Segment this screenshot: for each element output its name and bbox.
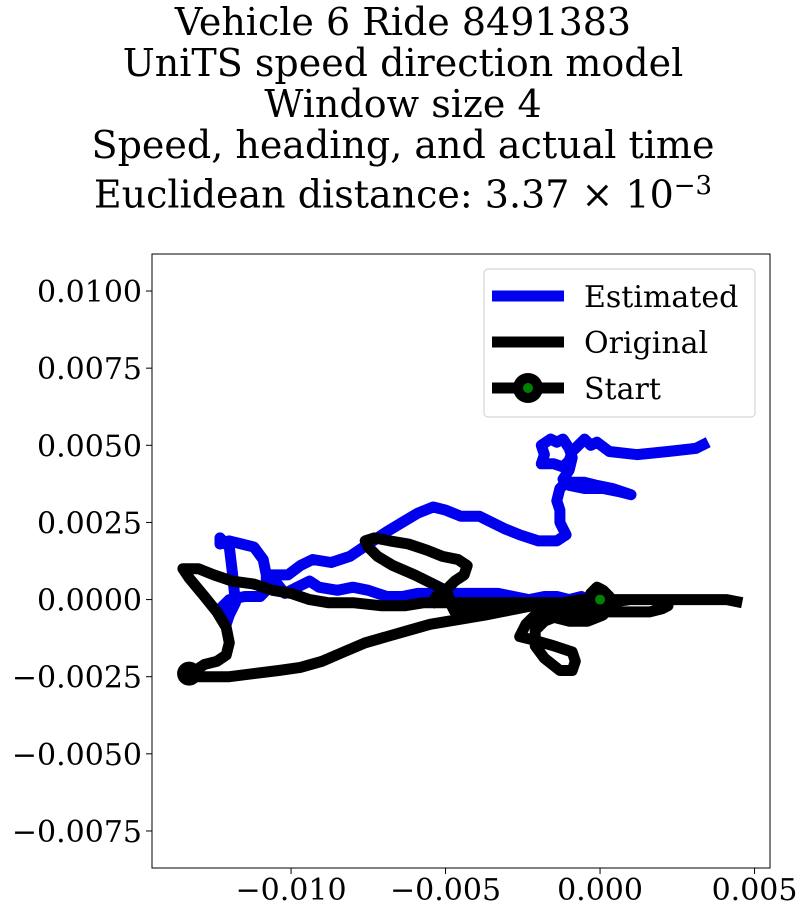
series-line-estimated bbox=[214, 433, 711, 630]
y-tick-label: 0.0025 bbox=[37, 506, 142, 541]
y-tick-label: −0.0025 bbox=[12, 661, 142, 696]
legend-item-estimated: Estimated bbox=[492, 280, 738, 315]
legend-item-original: Original bbox=[492, 326, 708, 361]
y-tick-label: 0.0100 bbox=[37, 275, 142, 310]
legend-item-start: Start bbox=[492, 372, 661, 407]
y-tick-label: 0.0075 bbox=[37, 352, 142, 387]
legend-label: Original bbox=[584, 326, 708, 361]
start-marker bbox=[588, 587, 613, 612]
x-tick-label: 0.000 bbox=[557, 873, 643, 908]
plot-frame bbox=[151, 253, 771, 869]
title-line-5: Euclidean distance: 3.37 × 10−3 bbox=[0, 166, 806, 216]
legend: Estimated Original Start bbox=[483, 268, 756, 418]
legend-label: Start bbox=[584, 372, 661, 407]
x-tick-label: −0.010 bbox=[236, 873, 347, 908]
y-tick-label: 0.0000 bbox=[37, 584, 142, 619]
x-tick-label: −0.005 bbox=[390, 873, 501, 908]
title-line-3: Window size 4 bbox=[264, 82, 542, 126]
series-line-original bbox=[177, 532, 744, 683]
y-tick-label: −0.0075 bbox=[12, 815, 142, 850]
title-line-2: UniTS speed direction model bbox=[122, 41, 684, 85]
title-distance-times: × bbox=[581, 172, 614, 217]
chart-title: Vehicle 6 Ride 8491383 UniTS speed direc… bbox=[0, 2, 806, 216]
title-distance-base: 10 bbox=[625, 172, 674, 217]
title-line-1: Vehicle 6 Ride 8491383 bbox=[174, 0, 632, 44]
legend-box bbox=[483, 268, 756, 418]
legend-label: Estimated bbox=[584, 280, 738, 315]
title-line-4: Speed, heading, and actual time bbox=[91, 123, 715, 167]
y-tick-label: −0.0050 bbox=[12, 738, 142, 773]
series-layer bbox=[177, 433, 744, 686]
start-marker bbox=[177, 661, 202, 686]
x-tick-label: 0.005 bbox=[712, 873, 798, 908]
title-distance-prefix: Euclidean distance: bbox=[93, 172, 485, 217]
axes-layer: 0.0100 0.0075 0.0050 0.0025 0.0000 −0.0025 −0.… bbox=[12, 253, 798, 908]
y-tick-label: 0.0050 bbox=[37, 429, 142, 464]
title-distance-exponent: −3 bbox=[673, 171, 713, 201]
title-distance-mantissa: 3.37 bbox=[484, 172, 570, 217]
